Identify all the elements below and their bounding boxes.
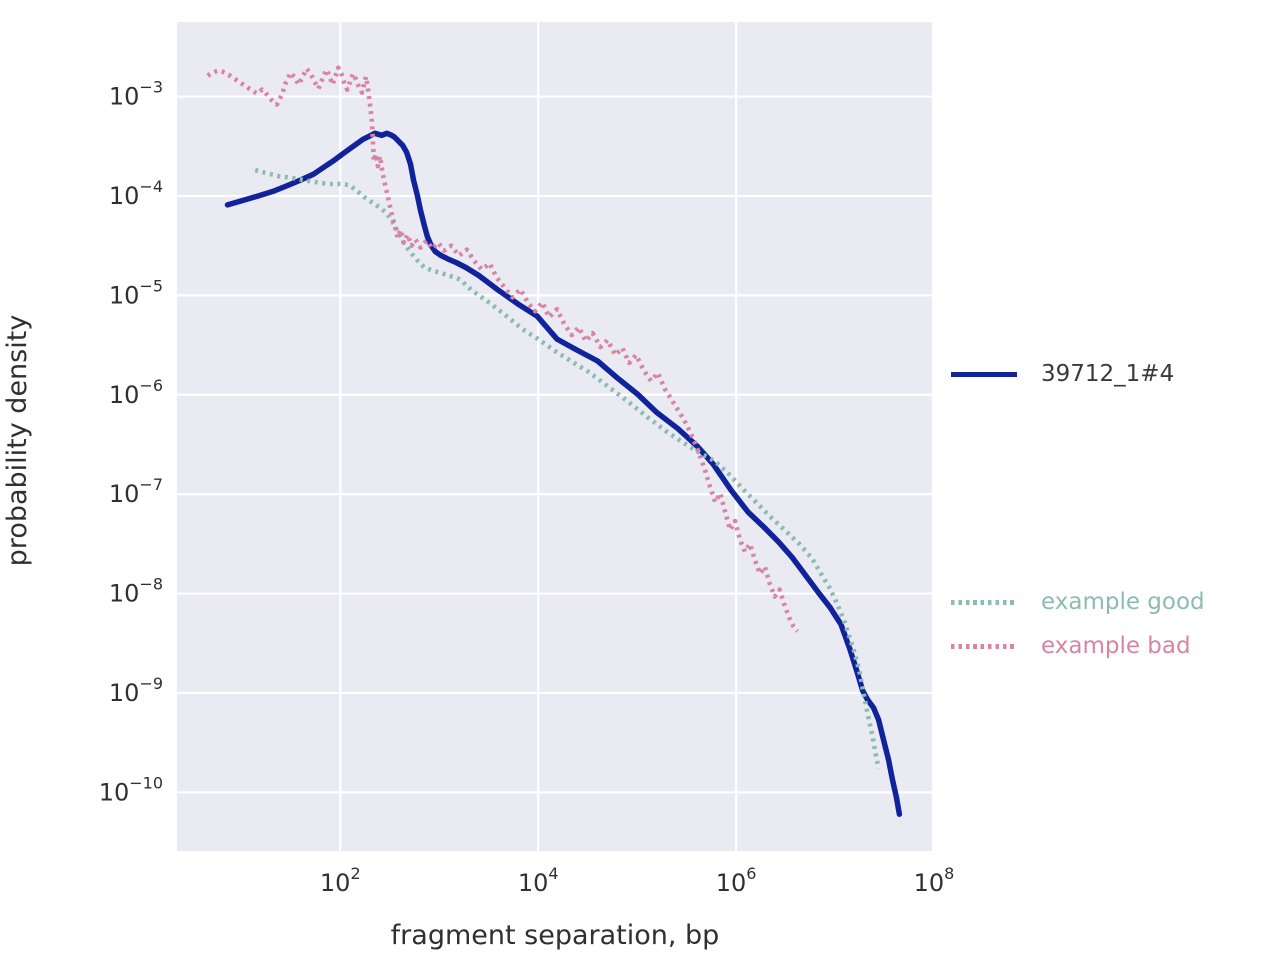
series-lines xyxy=(206,65,903,817)
x-tick-label: 104 xyxy=(518,864,559,897)
series-line-example-bad xyxy=(206,65,800,633)
y-tick-label: 10−6 xyxy=(109,376,163,409)
y-tick-label: 10−3 xyxy=(109,78,163,111)
legend-entry-example-good: example good xyxy=(951,586,1205,618)
series-line-example-good xyxy=(254,167,881,769)
legend-line-sample-dotted-good xyxy=(951,599,1017,605)
legend-entry-39712: 39712_1#4 xyxy=(951,358,1174,390)
y-tick-label: 10−5 xyxy=(109,276,163,309)
legend-line-sample-solid xyxy=(951,371,1017,377)
plot-area xyxy=(177,22,934,851)
y-tick-label: 10−8 xyxy=(109,575,163,608)
x-tick-label: 108 xyxy=(914,864,955,897)
series-line-39712-1-4 xyxy=(224,130,903,817)
tick-labels: 102 104 106 108 10−3 10−4 10−5 10−6 10−7 10−8 10−9… xyxy=(99,78,955,897)
y-tick-label: 10−7 xyxy=(109,475,163,508)
legend-label: example bad xyxy=(1041,632,1191,659)
y-tick-label: 10−10 xyxy=(99,773,163,806)
x-tick-label: 102 xyxy=(320,864,361,897)
gridlines xyxy=(177,22,935,851)
legend-label: 39712_1#4 xyxy=(1041,360,1175,387)
legend-line-sample-dotted-bad xyxy=(951,643,1017,649)
legend-examples: example good example bad xyxy=(951,586,1205,662)
y-tick-label: 10−4 xyxy=(109,177,163,210)
x-axis-label: fragment separation, bp xyxy=(390,920,720,951)
y-axis-label: probability density xyxy=(2,314,33,567)
legend-main: 39712_1#4 xyxy=(951,358,1174,390)
x-tick-label: 106 xyxy=(716,864,757,897)
legend-label: example good xyxy=(1041,588,1205,615)
legend-entry-example-bad: example bad xyxy=(951,630,1205,662)
y-tick-label: 10−9 xyxy=(109,674,163,707)
